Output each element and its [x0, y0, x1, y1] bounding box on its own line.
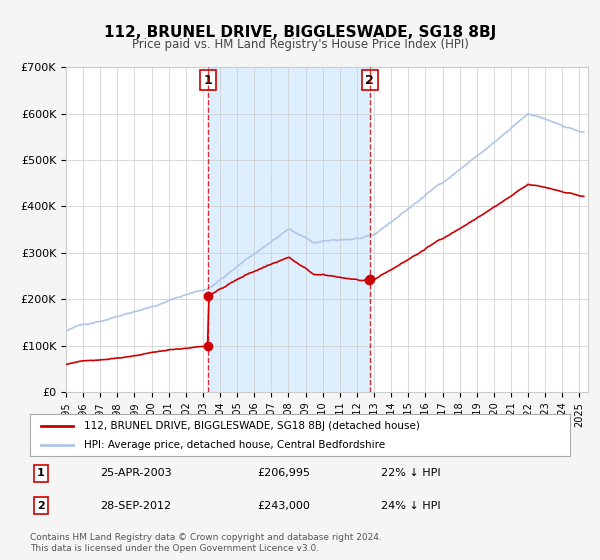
- Text: HPI: Average price, detached house, Central Bedfordshire: HPI: Average price, detached house, Cent…: [84, 440, 385, 450]
- Text: 2: 2: [37, 501, 44, 511]
- Text: 24% ↓ HPI: 24% ↓ HPI: [381, 501, 440, 511]
- Text: 112, BRUNEL DRIVE, BIGGLESWADE, SG18 8BJ (detached house): 112, BRUNEL DRIVE, BIGGLESWADE, SG18 8BJ…: [84, 421, 420, 431]
- Text: £206,995: £206,995: [257, 468, 310, 478]
- Text: Contains HM Land Registry data © Crown copyright and database right 2024.
This d: Contains HM Land Registry data © Crown c…: [30, 533, 382, 553]
- Text: 112, BRUNEL DRIVE, BIGGLESWADE, SG18 8BJ: 112, BRUNEL DRIVE, BIGGLESWADE, SG18 8BJ: [104, 25, 496, 40]
- Bar: [208, 67, 370, 392]
- Text: 1: 1: [204, 74, 212, 87]
- Text: 1: 1: [37, 468, 44, 478]
- Text: 25-APR-2003: 25-APR-2003: [100, 468, 172, 478]
- Text: £243,000: £243,000: [257, 501, 310, 511]
- Text: 2: 2: [365, 74, 374, 87]
- Text: 22% ↓ HPI: 22% ↓ HPI: [381, 468, 440, 478]
- Text: Price paid vs. HM Land Registry's House Price Index (HPI): Price paid vs. HM Land Registry's House …: [131, 38, 469, 51]
- Text: 28-SEP-2012: 28-SEP-2012: [100, 501, 172, 511]
